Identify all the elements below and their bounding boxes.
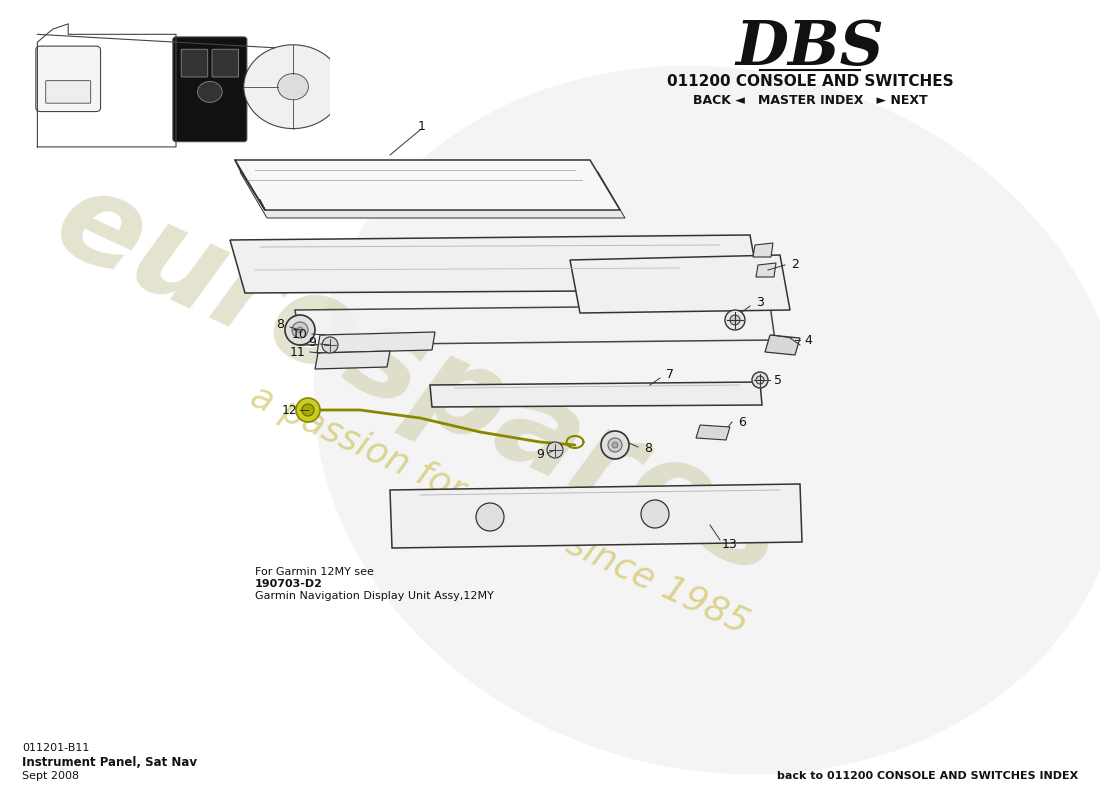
Circle shape [297,327,302,333]
Circle shape [730,315,740,325]
Polygon shape [315,351,390,369]
Text: Garmin Navigation Display Unit Assy,12MY: Garmin Navigation Display Unit Assy,12MY [255,591,494,601]
Circle shape [277,74,308,100]
Circle shape [476,503,504,531]
FancyBboxPatch shape [36,46,100,111]
Text: 9: 9 [308,335,316,349]
Text: eurospares: eurospares [36,158,804,602]
Text: 3: 3 [756,295,763,309]
Polygon shape [764,335,800,355]
Text: Sept 2008: Sept 2008 [22,771,79,781]
Text: 4: 4 [804,334,812,346]
Text: 6: 6 [738,415,746,429]
Polygon shape [317,332,434,353]
Circle shape [547,442,563,458]
Circle shape [608,438,622,452]
Text: 011200 CONSOLE AND SWITCHES: 011200 CONSOLE AND SWITCHES [667,74,954,90]
Text: 12: 12 [282,403,298,417]
Text: back to 011200 CONSOLE AND SWITCHES INDEX: back to 011200 CONSOLE AND SWITCHES INDE… [777,771,1078,781]
Polygon shape [696,425,730,440]
Circle shape [244,45,342,129]
FancyBboxPatch shape [46,81,90,103]
Text: 5: 5 [774,374,782,386]
Polygon shape [570,255,790,313]
Text: 8: 8 [276,318,284,331]
Text: 2: 2 [791,258,799,271]
Text: 13: 13 [722,538,738,551]
Circle shape [322,337,338,353]
Ellipse shape [314,66,1100,774]
Text: BACK ◄   MASTER INDEX   ► NEXT: BACK ◄ MASTER INDEX ► NEXT [693,94,927,106]
Polygon shape [756,263,775,277]
Polygon shape [230,235,760,293]
Text: 1: 1 [418,119,426,133]
Circle shape [292,322,308,338]
Text: 10: 10 [293,327,308,341]
FancyBboxPatch shape [173,37,246,142]
Circle shape [612,442,618,448]
FancyBboxPatch shape [182,50,208,77]
Circle shape [302,404,313,416]
Circle shape [601,431,629,459]
Circle shape [756,376,764,384]
Polygon shape [295,305,776,345]
Polygon shape [754,243,773,257]
Polygon shape [390,484,802,548]
Circle shape [296,398,320,422]
Polygon shape [430,382,762,407]
Circle shape [198,82,222,102]
Circle shape [641,500,669,528]
Text: 8: 8 [644,442,652,454]
Text: 9: 9 [536,449,543,462]
Text: Instrument Panel, Sat Nav: Instrument Panel, Sat Nav [22,755,197,769]
Text: 190703-D2: 190703-D2 [255,579,323,589]
Text: For Garmin 12MY see: For Garmin 12MY see [255,567,374,577]
Text: a passion for parts since 1985: a passion for parts since 1985 [245,379,755,641]
Text: 7: 7 [666,369,674,382]
Text: 11: 11 [290,346,306,358]
Polygon shape [235,160,620,210]
Circle shape [752,372,768,388]
Text: DBS: DBS [736,18,884,78]
Circle shape [285,315,315,345]
Text: 011201-B11: 011201-B11 [22,743,89,753]
Polygon shape [240,172,625,218]
FancyBboxPatch shape [212,50,239,77]
Circle shape [725,310,745,330]
